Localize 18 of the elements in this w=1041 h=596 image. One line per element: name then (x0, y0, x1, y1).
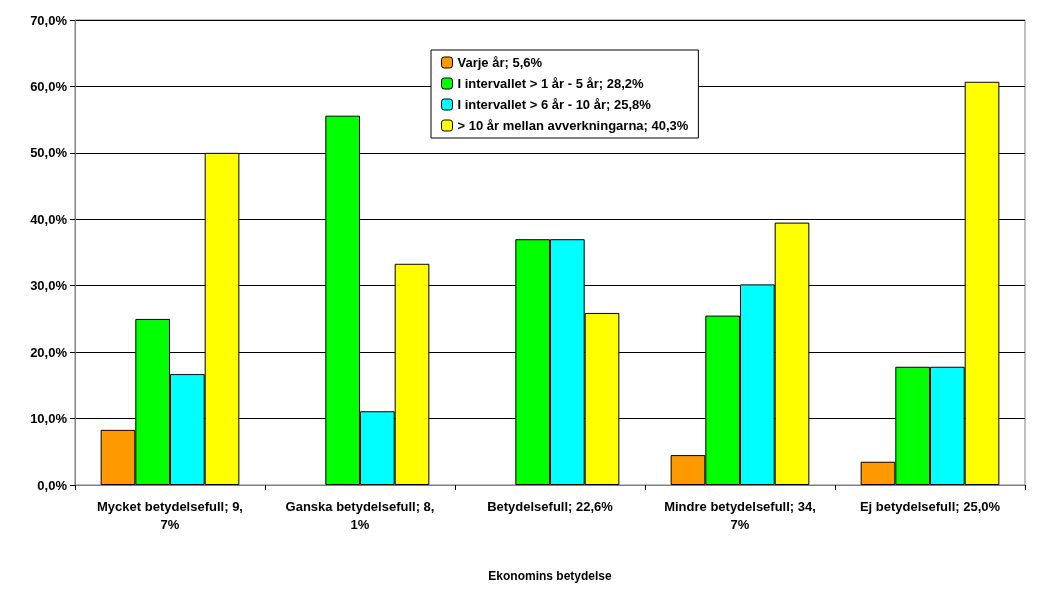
y-tick-label: 10,0% (30, 411, 68, 427)
legend-label: I intervallet > 6 år - 10 år; 25,8% (457, 97, 652, 112)
y-tick-label: 30,0% (30, 278, 68, 294)
x-tick-label: Ej betydelsefull; 25,0% (859, 498, 1001, 514)
x-tick-label: Mindre betydelsefull; 34,7% (664, 498, 816, 532)
x-tick-label: Ganska betydelsefull; 8,1% (285, 498, 435, 532)
y-tick-label: 50,0% (30, 145, 68, 161)
y-tick-label: 20,0% (30, 344, 68, 360)
y-tick-label: 60,0% (30, 78, 68, 94)
legend-label: > 10 år mellan avverkningarna; 40,3% (457, 118, 689, 133)
legend-label: I intervallet > 1 år - 5 år; 28,2% (457, 76, 645, 91)
y-tick-label: 0,0% (37, 477, 68, 493)
legend-label: Varje år; 5,6% (457, 55, 543, 70)
x-tick-label: Betydelsefull; 22,6% (487, 498, 614, 514)
x-tick-label: Mycket betydelsefull; 9,7% (97, 498, 243, 532)
y-tick-label: 70,0% (30, 12, 68, 28)
y-tick-label: 40,0% (30, 211, 68, 227)
x-axis-title: Ekonomins betydelse (488, 569, 613, 583)
